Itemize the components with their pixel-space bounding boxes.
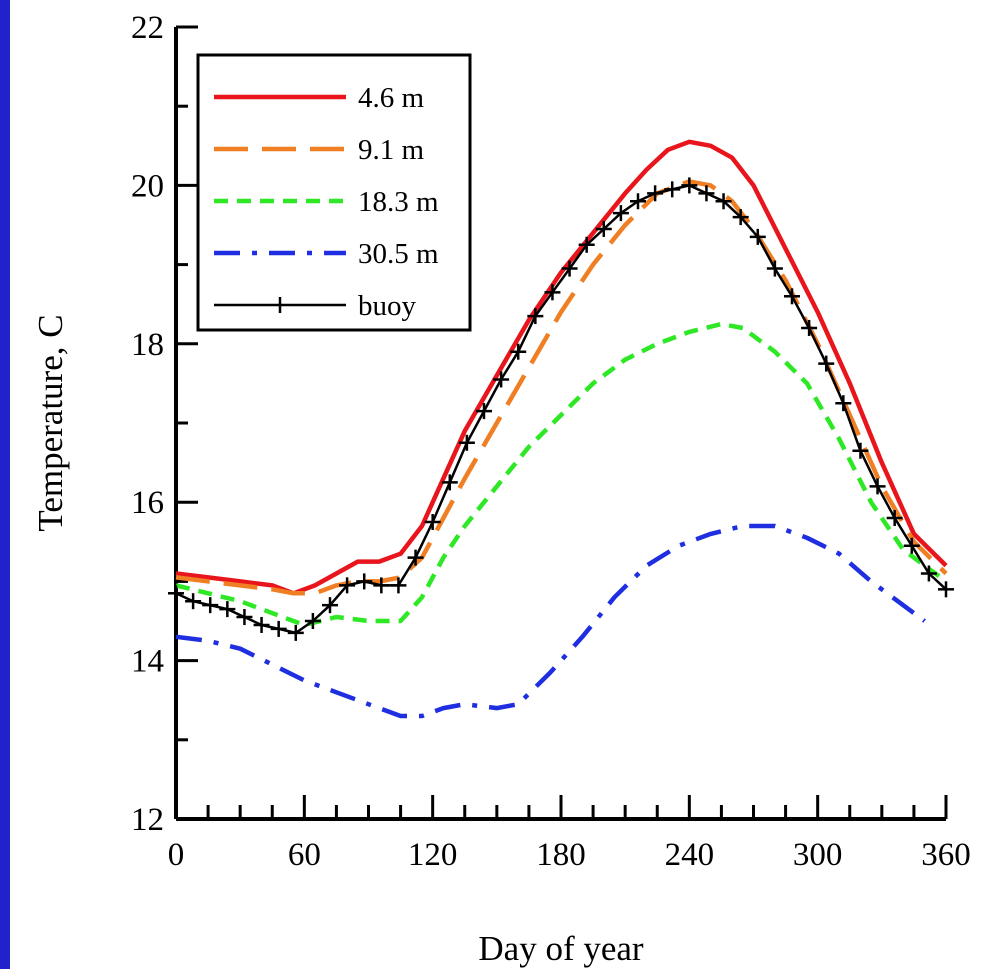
series-line-9-1-m xyxy=(175,179,948,596)
data-point-buoy xyxy=(219,601,236,618)
data-point-buoy xyxy=(373,577,390,594)
data-point-buoy xyxy=(647,185,664,202)
data-point-buoy xyxy=(527,308,544,325)
data-point-buoy xyxy=(681,177,698,194)
data-point-buoy xyxy=(630,193,646,210)
x-axis-label: Day of year xyxy=(478,929,644,968)
line-chart: 12 14 16 18 20 22 0 60 120 180 240 300 360 4.6 m 9.1 … xyxy=(31,10,971,968)
data-point-buoy xyxy=(595,220,612,237)
chart-frame: 12 14 16 18 20 22 0 60 120 180 240 300 360 4.6 m 9.1 … xyxy=(10,0,994,969)
data-point-buoy xyxy=(818,355,835,372)
x-tick-label: 240 xyxy=(665,837,715,873)
data-point-buoy xyxy=(322,597,338,614)
legend-label-buoy: buoy xyxy=(358,290,417,322)
data-point-buoy xyxy=(287,624,304,641)
data-point-buoy xyxy=(407,549,424,566)
y-tick-label: 22 xyxy=(131,10,164,46)
data-point-buoy xyxy=(698,185,715,202)
x-tick-label: 360 xyxy=(921,837,971,873)
x-tick-label: 60 xyxy=(288,837,321,873)
y-tick-label: 12 xyxy=(131,802,164,838)
x-tick-label: 300 xyxy=(793,837,843,873)
data-point-buoy xyxy=(938,581,954,598)
y-tick-label: 18 xyxy=(131,327,164,363)
data-point-buoy xyxy=(801,319,818,336)
data-point-buoy xyxy=(304,613,321,629)
data-point-buoy xyxy=(732,209,749,226)
legend-label-18-3-m: 18.3 m xyxy=(358,186,439,218)
data-point-buoy xyxy=(253,616,270,633)
data-point-buoy xyxy=(920,565,937,582)
y-tick-label: 20 xyxy=(131,168,164,204)
data-point-buoy xyxy=(458,434,475,451)
data-point-buoy xyxy=(424,514,441,530)
axes: 12 14 16 18 20 22 0 60 120 180 240 300 360 xyxy=(131,10,971,873)
data-point-buoy xyxy=(476,403,492,420)
data-point-buoy xyxy=(766,260,783,277)
legend-label-30-5-m: 30.5 m xyxy=(358,238,439,270)
x-tick-label: 0 xyxy=(168,837,185,873)
data-point-buoy xyxy=(441,474,458,491)
data-point-buoy xyxy=(852,442,869,459)
data-point-buoy xyxy=(168,585,184,602)
y-tick-label: 16 xyxy=(131,485,164,521)
data-point-buoy xyxy=(390,577,407,594)
data-point-buoy xyxy=(356,573,373,590)
data-point-buoy xyxy=(202,597,219,614)
data-point-buoy xyxy=(749,228,766,245)
data-point-buoy xyxy=(236,609,253,626)
data-point-buoy xyxy=(185,593,202,610)
data-point-buoy xyxy=(339,577,356,594)
legend-box xyxy=(196,53,472,332)
data-point-buoy xyxy=(270,620,287,637)
y-tick-label: 14 xyxy=(131,644,164,680)
data-point-buoy xyxy=(886,510,903,527)
data-point-buoy xyxy=(835,395,852,412)
data-point-buoy xyxy=(578,236,595,253)
data-point-buoy xyxy=(903,537,920,554)
y-axis-label: Temperature, C xyxy=(31,314,70,531)
data-point-buoy xyxy=(561,260,578,277)
x-tick-label: 120 xyxy=(408,837,458,873)
data-point-buoy xyxy=(493,371,510,388)
data-point-buoy xyxy=(612,205,629,222)
series-line-4-6-m xyxy=(175,139,948,596)
x-tick-label: 180 xyxy=(536,837,586,873)
data-point-buoy xyxy=(715,193,732,210)
data-point-buoy xyxy=(544,284,561,301)
legend-label-4-6-m: 4.6 m xyxy=(358,82,425,114)
data-point-buoy xyxy=(869,478,886,495)
data-point-buoy xyxy=(510,343,527,360)
legend-label-9-1-m: 9.1 m xyxy=(358,134,425,166)
series-line-buoy xyxy=(175,184,947,635)
data-point-buoy xyxy=(664,181,681,198)
data-point-buoy xyxy=(784,288,800,305)
series-layer xyxy=(168,139,954,719)
legend: 4.6 m 9.1 m 18.3 m 30.5 m buoy xyxy=(196,53,472,332)
